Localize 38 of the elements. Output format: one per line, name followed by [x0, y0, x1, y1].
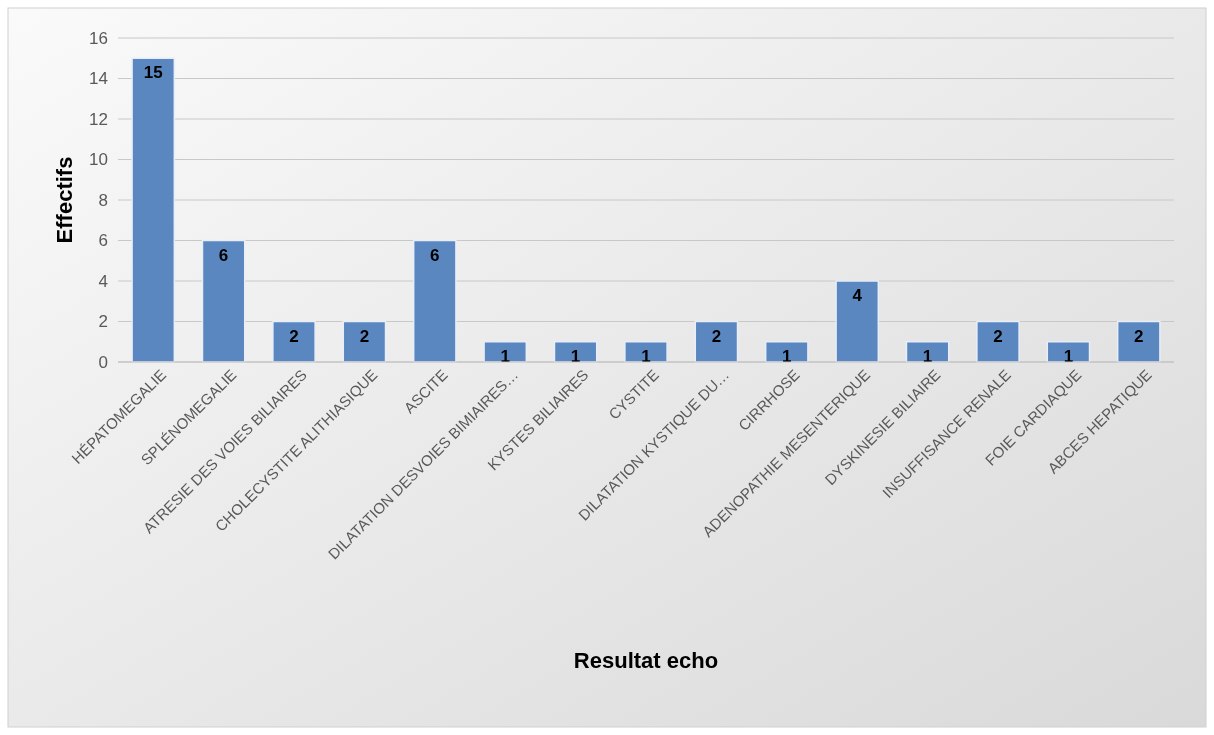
bar [201, 239, 246, 363]
data-label: 2 [993, 326, 1003, 346]
bar [272, 320, 316, 363]
data-label: 1 [1063, 346, 1074, 366]
data-label: 1 [570, 346, 581, 366]
data-label: 15 [143, 63, 163, 83]
bar [483, 341, 528, 363]
y-tick-label: 6 [98, 231, 108, 251]
data-label: 6 [218, 245, 229, 265]
data-label: 1 [641, 346, 651, 366]
data-label: 2 [289, 326, 299, 346]
y-axis-title: Effectifs [52, 156, 77, 244]
bar [694, 320, 739, 363]
data-label: 2 [1134, 326, 1144, 346]
y-tick-label: 4 [98, 271, 108, 291]
y-tick-label: 8 [98, 190, 108, 210]
bar [131, 57, 176, 363]
bar [764, 341, 809, 363]
y-tick-label: 0 [98, 352, 108, 372]
y-tick-label: 2 [98, 312, 108, 332]
y-tick-label: 14 [89, 69, 108, 89]
y-tick-label: 10 [89, 150, 108, 170]
data-label: 2 [359, 326, 370, 346]
data-label: 6 [430, 245, 440, 265]
data-label: 4 [852, 286, 863, 305]
data-label: 2 [711, 326, 722, 346]
data-label: 1 [922, 346, 933, 366]
x-axis-title: Resultat echo [573, 648, 719, 673]
y-tick-label: 16 [89, 28, 108, 48]
bar [342, 320, 387, 363]
bar [412, 239, 457, 363]
data-label: 1 [500, 346, 510, 366]
bar [1116, 320, 1161, 363]
data-label: 1 [782, 346, 792, 366]
bar [976, 320, 1020, 363]
y-tick-label: 12 [89, 109, 108, 129]
bar [835, 280, 880, 363]
bar [624, 341, 668, 363]
